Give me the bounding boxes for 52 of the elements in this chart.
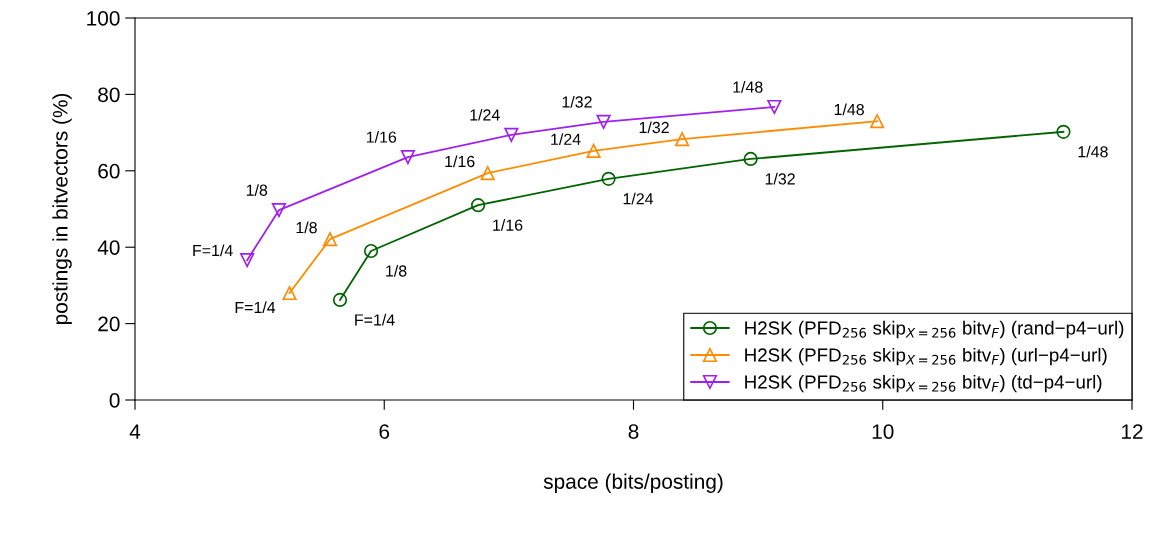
x-tick-label: 12 <box>1122 424 1143 439</box>
point <box>480 166 495 181</box>
point <box>332 292 348 308</box>
y-axis-title: postings in bitvectors (%) <box>52 93 72 325</box>
annotation: 1/8 <box>386 264 407 277</box>
annotation: 1/48 <box>1078 145 1108 158</box>
point <box>586 143 601 159</box>
point <box>240 253 255 268</box>
x-tick-label: 4 <box>129 424 141 439</box>
point <box>601 171 616 186</box>
annotation: 1/32 <box>639 121 669 134</box>
point <box>504 127 519 142</box>
point <box>322 232 338 247</box>
y-tick-label: 100 <box>87 11 120 26</box>
point <box>1056 124 1071 139</box>
annotation: 1/8 <box>246 184 268 196</box>
annotation: 1/32 <box>562 95 592 108</box>
y-tick-label: 20 <box>98 316 120 332</box>
y-tick-label: 0 <box>109 393 120 408</box>
x-tick-label: 8 <box>628 424 639 439</box>
annotation: 1/16 <box>493 219 523 231</box>
annotation: 1/16 <box>366 131 397 143</box>
x-tick-label: 10 <box>872 424 894 439</box>
point <box>743 151 758 167</box>
point <box>282 285 297 301</box>
annotation: 1/24 <box>551 133 581 145</box>
annotation: F=1/4 <box>355 313 395 326</box>
annotation: 1/24 <box>470 108 500 121</box>
point <box>675 132 690 147</box>
legend-label: H2SK (PFD$_{256}$ skip$_{X=256}$ bitv$_{F}$) (rand−p4−url) <box>745 320 1124 339</box>
x-tick-label: 6 <box>379 424 390 439</box>
y-tick-label: 80 <box>98 87 120 103</box>
point <box>870 114 885 129</box>
annotation: 1/24 <box>623 192 654 205</box>
annotation: 1/48 <box>733 81 763 93</box>
annotation: 1/8 <box>296 221 317 234</box>
annotation: 1/16 <box>445 155 475 168</box>
annotation: F=1/4 <box>193 244 233 257</box>
y-tick-label: 40 <box>97 240 120 255</box>
annotation: F=1/4 <box>235 301 276 314</box>
legend-label: H2SK (PFD$_{256}$ skip$_{X=256}$ bitv$_{F}$) (url−p4−url) <box>745 347 1107 366</box>
annotation: 1/32 <box>765 172 795 185</box>
point <box>471 198 486 213</box>
point <box>400 149 416 165</box>
point <box>767 99 782 115</box>
legend-label: H2SK (PFD$_{256}$ skip$_{X=256}$ bitv$_{F}$) (td−p4−url) <box>745 374 1102 393</box>
annotation: 1/48 <box>834 103 864 116</box>
y-tick-label: 60 <box>98 163 120 179</box>
point <box>596 114 611 129</box>
point <box>363 243 379 259</box>
x-axis-title: space (bits/posting) <box>543 473 723 494</box>
point <box>271 203 287 218</box>
